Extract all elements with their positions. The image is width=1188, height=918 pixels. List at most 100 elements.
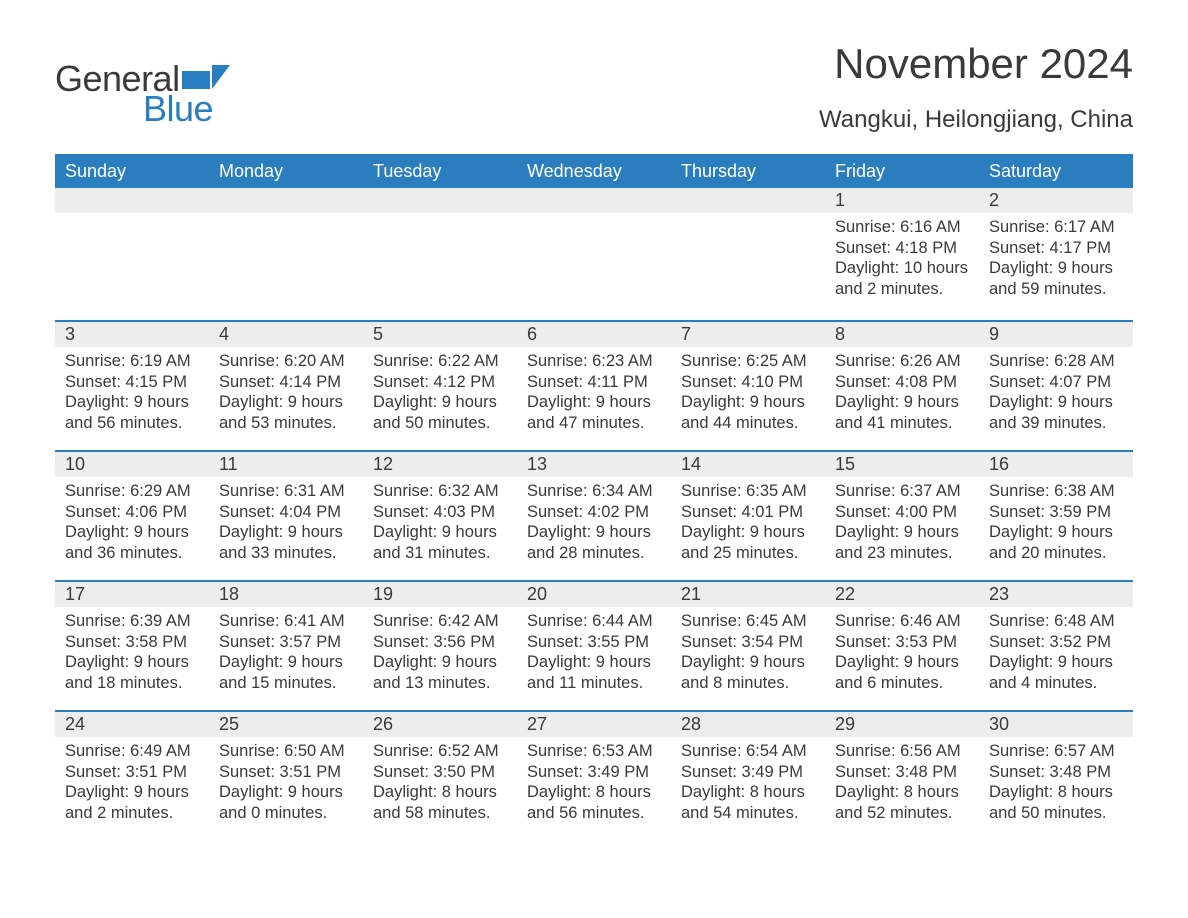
daylight-text: Daylight: 9 hours and 0 minutes. <box>219 782 353 823</box>
empty-day-bar <box>363 188 517 213</box>
day-body: Sunrise: 6:38 AMSunset: 3:59 PMDaylight:… <box>979 477 1133 564</box>
day-cell: 14Sunrise: 6:35 AMSunset: 4:01 PMDayligh… <box>671 452 825 580</box>
daylight-text: Daylight: 9 hours and 13 minutes. <box>373 652 507 693</box>
sunset-text: Sunset: 4:12 PM <box>373 372 507 393</box>
sunset-text: Sunset: 3:56 PM <box>373 632 507 653</box>
weekday-header: Wednesday <box>517 161 671 182</box>
day-cell: 29Sunrise: 6:56 AMSunset: 3:48 PMDayligh… <box>825 712 979 840</box>
sunrise-text: Sunrise: 6:17 AM <box>989 217 1123 238</box>
day-cell: 27Sunrise: 6:53 AMSunset: 3:49 PMDayligh… <box>517 712 671 840</box>
daylight-text: Daylight: 9 hours and 8 minutes. <box>681 652 815 693</box>
day-number: 6 <box>517 322 671 347</box>
logo-word-blue: Blue <box>143 88 230 130</box>
day-number: 15 <box>825 452 979 477</box>
weekday-header: Tuesday <box>363 161 517 182</box>
day-number: 27 <box>517 712 671 737</box>
sunset-text: Sunset: 4:01 PM <box>681 502 815 523</box>
daylight-text: Daylight: 9 hours and 28 minutes. <box>527 522 661 563</box>
sunset-text: Sunset: 3:57 PM <box>219 632 353 653</box>
day-cell <box>55 188 209 320</box>
sunrise-text: Sunrise: 6:50 AM <box>219 741 353 762</box>
day-number: 10 <box>55 452 209 477</box>
daylight-text: Daylight: 8 hours and 54 minutes. <box>681 782 815 823</box>
weekday-header: Saturday <box>979 161 1133 182</box>
day-number: 16 <box>979 452 1133 477</box>
day-body: Sunrise: 6:45 AMSunset: 3:54 PMDaylight:… <box>671 607 825 694</box>
sunrise-text: Sunrise: 6:48 AM <box>989 611 1123 632</box>
day-number: 23 <box>979 582 1133 607</box>
day-cell: 30Sunrise: 6:57 AMSunset: 3:48 PMDayligh… <box>979 712 1133 840</box>
day-cell: 23Sunrise: 6:48 AMSunset: 3:52 PMDayligh… <box>979 582 1133 710</box>
day-cell: 7Sunrise: 6:25 AMSunset: 4:10 PMDaylight… <box>671 322 825 450</box>
day-number: 24 <box>55 712 209 737</box>
day-number: 5 <box>363 322 517 347</box>
sunset-text: Sunset: 4:00 PM <box>835 502 969 523</box>
day-cell: 18Sunrise: 6:41 AMSunset: 3:57 PMDayligh… <box>209 582 363 710</box>
sunrise-text: Sunrise: 6:31 AM <box>219 481 353 502</box>
day-body: Sunrise: 6:22 AMSunset: 4:12 PMDaylight:… <box>363 347 517 434</box>
day-body: Sunrise: 6:52 AMSunset: 3:50 PMDaylight:… <box>363 737 517 824</box>
logo: General Blue <box>55 58 230 130</box>
day-cell: 16Sunrise: 6:38 AMSunset: 3:59 PMDayligh… <box>979 452 1133 580</box>
daylight-text: Daylight: 8 hours and 58 minutes. <box>373 782 507 823</box>
sunset-text: Sunset: 3:53 PM <box>835 632 969 653</box>
sunset-text: Sunset: 4:07 PM <box>989 372 1123 393</box>
daylight-text: Daylight: 9 hours and 20 minutes. <box>989 522 1123 563</box>
day-number: 14 <box>671 452 825 477</box>
calendar-header-row: Sunday Monday Tuesday Wednesday Thursday… <box>55 154 1133 188</box>
sunset-text: Sunset: 4:03 PM <box>373 502 507 523</box>
day-cell <box>671 188 825 320</box>
month-title: November 2024 <box>819 40 1133 88</box>
day-body: Sunrise: 6:26 AMSunset: 4:08 PMDaylight:… <box>825 347 979 434</box>
sunset-text: Sunset: 3:51 PM <box>65 762 199 783</box>
weekday-header: Sunday <box>55 161 209 182</box>
day-cell: 15Sunrise: 6:37 AMSunset: 4:00 PMDayligh… <box>825 452 979 580</box>
daylight-text: Daylight: 9 hours and 59 minutes. <box>989 258 1123 299</box>
sunrise-text: Sunrise: 6:29 AM <box>65 481 199 502</box>
day-number: 25 <box>209 712 363 737</box>
day-cell: 12Sunrise: 6:32 AMSunset: 4:03 PMDayligh… <box>363 452 517 580</box>
sunset-text: Sunset: 3:49 PM <box>527 762 661 783</box>
week-row: 17Sunrise: 6:39 AMSunset: 3:58 PMDayligh… <box>55 580 1133 710</box>
day-cell: 5Sunrise: 6:22 AMSunset: 4:12 PMDaylight… <box>363 322 517 450</box>
daylight-text: Daylight: 9 hours and 53 minutes. <box>219 392 353 433</box>
sunrise-text: Sunrise: 6:32 AM <box>373 481 507 502</box>
day-cell: 6Sunrise: 6:23 AMSunset: 4:11 PMDaylight… <box>517 322 671 450</box>
day-cell: 22Sunrise: 6:46 AMSunset: 3:53 PMDayligh… <box>825 582 979 710</box>
sunset-text: Sunset: 3:58 PM <box>65 632 199 653</box>
day-number: 2 <box>979 188 1133 213</box>
sunset-text: Sunset: 3:59 PM <box>989 502 1123 523</box>
sunset-text: Sunset: 3:48 PM <box>989 762 1123 783</box>
daylight-text: Daylight: 9 hours and 36 minutes. <box>65 522 199 563</box>
sunrise-text: Sunrise: 6:19 AM <box>65 351 199 372</box>
sunrise-text: Sunrise: 6:26 AM <box>835 351 969 372</box>
day-body: Sunrise: 6:19 AMSunset: 4:15 PMDaylight:… <box>55 347 209 434</box>
daylight-text: Daylight: 8 hours and 56 minutes. <box>527 782 661 823</box>
day-number: 3 <box>55 322 209 347</box>
sunset-text: Sunset: 4:11 PM <box>527 372 661 393</box>
day-body: Sunrise: 6:54 AMSunset: 3:49 PMDaylight:… <box>671 737 825 824</box>
day-body: Sunrise: 6:25 AMSunset: 4:10 PMDaylight:… <box>671 347 825 434</box>
daylight-text: Daylight: 8 hours and 52 minutes. <box>835 782 969 823</box>
day-cell: 19Sunrise: 6:42 AMSunset: 3:56 PMDayligh… <box>363 582 517 710</box>
day-cell: 2Sunrise: 6:17 AMSunset: 4:17 PMDaylight… <box>979 188 1133 320</box>
day-body: Sunrise: 6:49 AMSunset: 3:51 PMDaylight:… <box>55 737 209 824</box>
day-cell: 11Sunrise: 6:31 AMSunset: 4:04 PMDayligh… <box>209 452 363 580</box>
day-number: 9 <box>979 322 1133 347</box>
sunrise-text: Sunrise: 6:38 AM <box>989 481 1123 502</box>
day-cell: 3Sunrise: 6:19 AMSunset: 4:15 PMDaylight… <box>55 322 209 450</box>
calendar-body: 1Sunrise: 6:16 AMSunset: 4:18 PMDaylight… <box>55 188 1133 840</box>
day-number: 30 <box>979 712 1133 737</box>
sunrise-text: Sunrise: 6:20 AM <box>219 351 353 372</box>
day-body: Sunrise: 6:57 AMSunset: 3:48 PMDaylight:… <box>979 737 1133 824</box>
day-number: 8 <box>825 322 979 347</box>
day-cell: 13Sunrise: 6:34 AMSunset: 4:02 PMDayligh… <box>517 452 671 580</box>
page-header: General Blue November 2024 Wangkui, Heil… <box>55 40 1133 146</box>
location-label: Wangkui, Heilongjiang, China <box>819 106 1133 134</box>
day-cell: 10Sunrise: 6:29 AMSunset: 4:06 PMDayligh… <box>55 452 209 580</box>
sunset-text: Sunset: 4:15 PM <box>65 372 199 393</box>
daylight-text: Daylight: 9 hours and 47 minutes. <box>527 392 661 433</box>
day-cell <box>209 188 363 320</box>
daylight-text: Daylight: 9 hours and 2 minutes. <box>65 782 199 823</box>
daylight-text: Daylight: 9 hours and 4 minutes. <box>989 652 1123 693</box>
